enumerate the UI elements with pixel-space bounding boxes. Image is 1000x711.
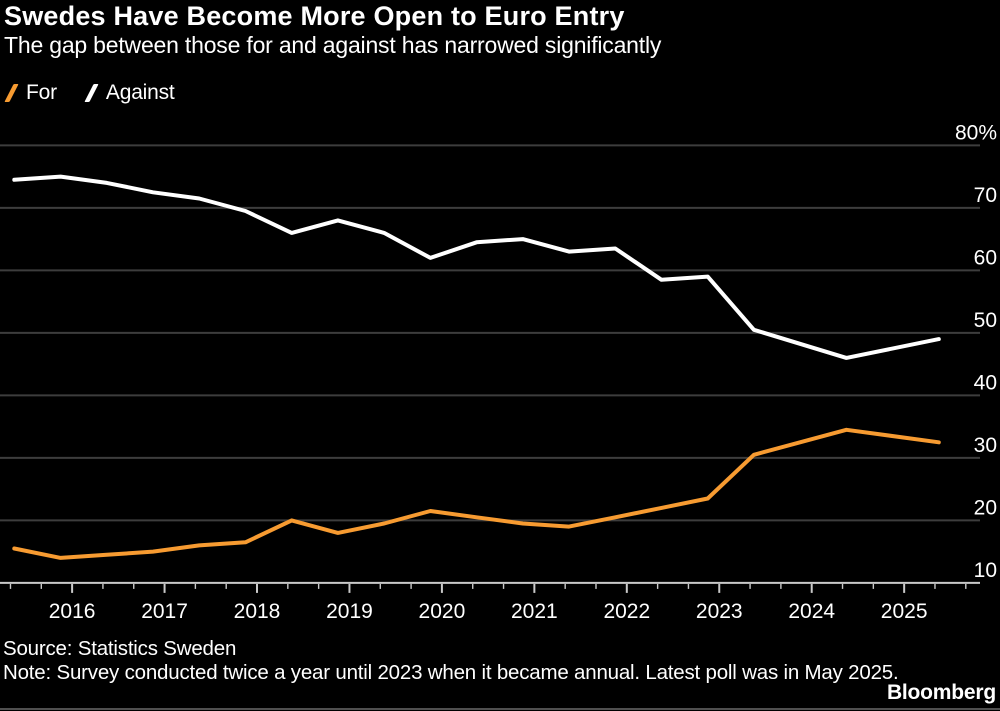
chart-title: Swedes Have Become More Open to Euro Ent… (4, 1, 625, 31)
series-line-for (12, 427, 941, 560)
svg-text:2022: 2022 (603, 600, 650, 623)
svg-text:50: 50 (974, 309, 997, 332)
svg-text:2024: 2024 (788, 600, 835, 623)
bloomberg-logo: Bloomberg (886, 681, 996, 704)
svg-text:30: 30 (974, 434, 997, 457)
x-axis-labels: 2016 2017 2018 2019 2020 2021 2022 2023 2024 2025 (49, 600, 928, 623)
svg-text:10: 10 (974, 559, 997, 582)
bottom-rule (0, 708, 1000, 710)
footer-source: Source: Statistics Sweden (3, 637, 237, 660)
legend: For Against (4, 80, 203, 106)
svg-text:40: 40 (974, 371, 997, 394)
svg-text:70: 70 (974, 184, 997, 207)
svg-text:20: 20 (974, 496, 997, 519)
legend-label-against: Against (105, 81, 175, 104)
gridlines (0, 144, 980, 522)
svg-text:2019: 2019 (326, 600, 373, 623)
svg-text:2021: 2021 (511, 600, 558, 623)
series-line-against (12, 174, 941, 360)
svg-text:2016: 2016 (49, 600, 96, 623)
svg-text:80%: 80% (955, 121, 997, 144)
x-tick-marks (9, 583, 967, 593)
chart-footer: Source: Statistics Sweden Note: Survey c… (3, 637, 915, 684)
footer-note: Note: Survey conducted twice a year unti… (3, 660, 899, 684)
svg-text:2020: 2020 (419, 600, 466, 623)
svg-text:2018: 2018 (234, 600, 281, 623)
legend-item-for: For (4, 81, 57, 105)
legend-item-against: Against (84, 81, 175, 105)
y-axis-labels: 10 20 30 40 50 60 70 80% (955, 121, 997, 582)
svg-text:2025: 2025 (881, 600, 928, 623)
chart-svg: 10 20 30 40 50 60 70 80% 2016 2017 2018 2019 2020 202… (0, 121, 997, 623)
svg-text:2023: 2023 (696, 600, 743, 623)
svg-text:2017: 2017 (141, 600, 188, 623)
svg-text:60: 60 (974, 246, 997, 269)
chart-subtitle: The gap between those for and against ha… (4, 32, 662, 58)
legend-label-for: For (26, 81, 57, 104)
